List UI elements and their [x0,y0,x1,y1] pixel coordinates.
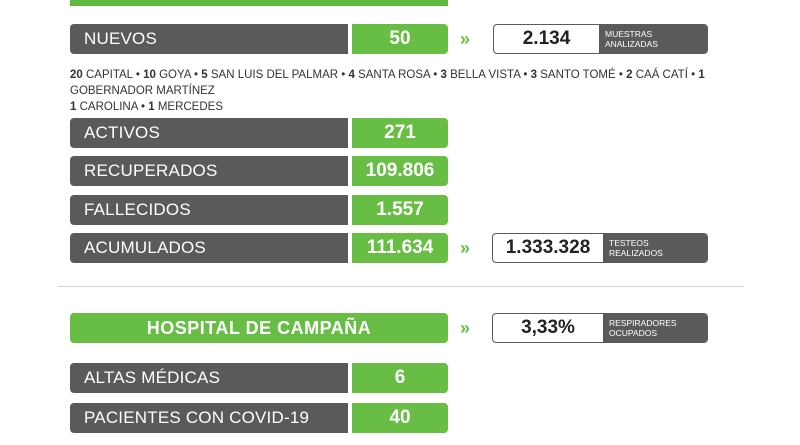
hospital-row-altas: ALTAS MÉDICAS 6 [70,363,448,393]
respiradores-box: 3,33% RESPIRADORES OCUPADOS [492,313,708,343]
stat-row-recuperados: RECUPERADOS 109.806 [70,156,448,186]
town-item: 1 CAROLINA [70,101,138,113]
muestras-value: 2.134 [522,28,571,49]
testeos-caption: TESTEOS REALIZADOS [603,234,707,262]
testeos-box: 1.333.328 TESTEOS REALIZADOS [492,233,708,263]
hospital-stat-label: ALTAS MÉDICAS [70,363,348,393]
stat-row-fallecidos: FALLECIDOS 1.557 [70,195,448,225]
hospital-title: HOSPITAL DE CAMPAÑA [70,313,448,343]
muestras-box: 2.134 MUESTRAS ANALIZADAS [493,24,708,54]
town-item: 4 SANTA ROSA [348,69,431,81]
top-green-strip [70,0,448,6]
arrow-icon: » [460,318,470,338]
stat-row-activos: ACTIVOS 271 [70,118,448,148]
stat-label: FALLECIDOS [70,195,348,225]
town-item: 3 BELLA VISTA [440,69,521,81]
testeos-value: 1.333.328 [505,237,591,258]
arrow-icon: » [460,238,470,258]
stat-label: ACTIVOS [70,118,348,148]
nuevos-row: NUEVOS 50 [70,24,448,54]
town-item: 10 GOYA [143,69,191,81]
nuevos-label: NUEVOS [70,24,348,54]
town-item: 1 MERCEDES [148,101,223,113]
town-item: 1 GOBERNADOR MARTÍNEZ [70,69,705,97]
town-item: 3 SANTO TOMÉ [530,69,616,81]
hospital-stat-value: 6 [352,363,448,393]
respiradores-caption: RESPIRADORES OCUPADOS [603,314,707,342]
section-divider [58,286,744,287]
hospital-stat-value: 40 [352,403,448,433]
stat-value: 109.806 [352,156,448,186]
hospital-row-pacientes: PACIENTES CON COVID-19 40 [70,403,448,433]
stat-value: 111.634 [352,233,448,263]
stat-label: ACUMULADOS [70,233,348,263]
stat-value: 271 [352,118,448,148]
stat-label: RECUPERADOS [70,156,348,186]
muestras-caption: MUESTRAS ANALIZADAS [599,25,707,53]
towns-list: 20 CAPITAL • 10 GOYA • 5 SAN LUIS DEL PA… [70,69,705,113]
respiradores-value: 3,33% [521,317,575,338]
stat-value: 1.557 [352,195,448,225]
town-item: 20 CAPITAL [70,69,133,81]
nuevos-value: 50 [352,24,448,54]
arrow-icon: » [460,29,470,49]
town-item: 2 CAÁ CATÍ [626,69,688,81]
hospital-stat-label: PACIENTES CON COVID-19 [70,403,348,433]
town-item: 5 SAN LUIS DEL PALMAR [201,69,339,81]
stat-row-acumulados: ACUMULADOS 111.634 [70,233,448,263]
